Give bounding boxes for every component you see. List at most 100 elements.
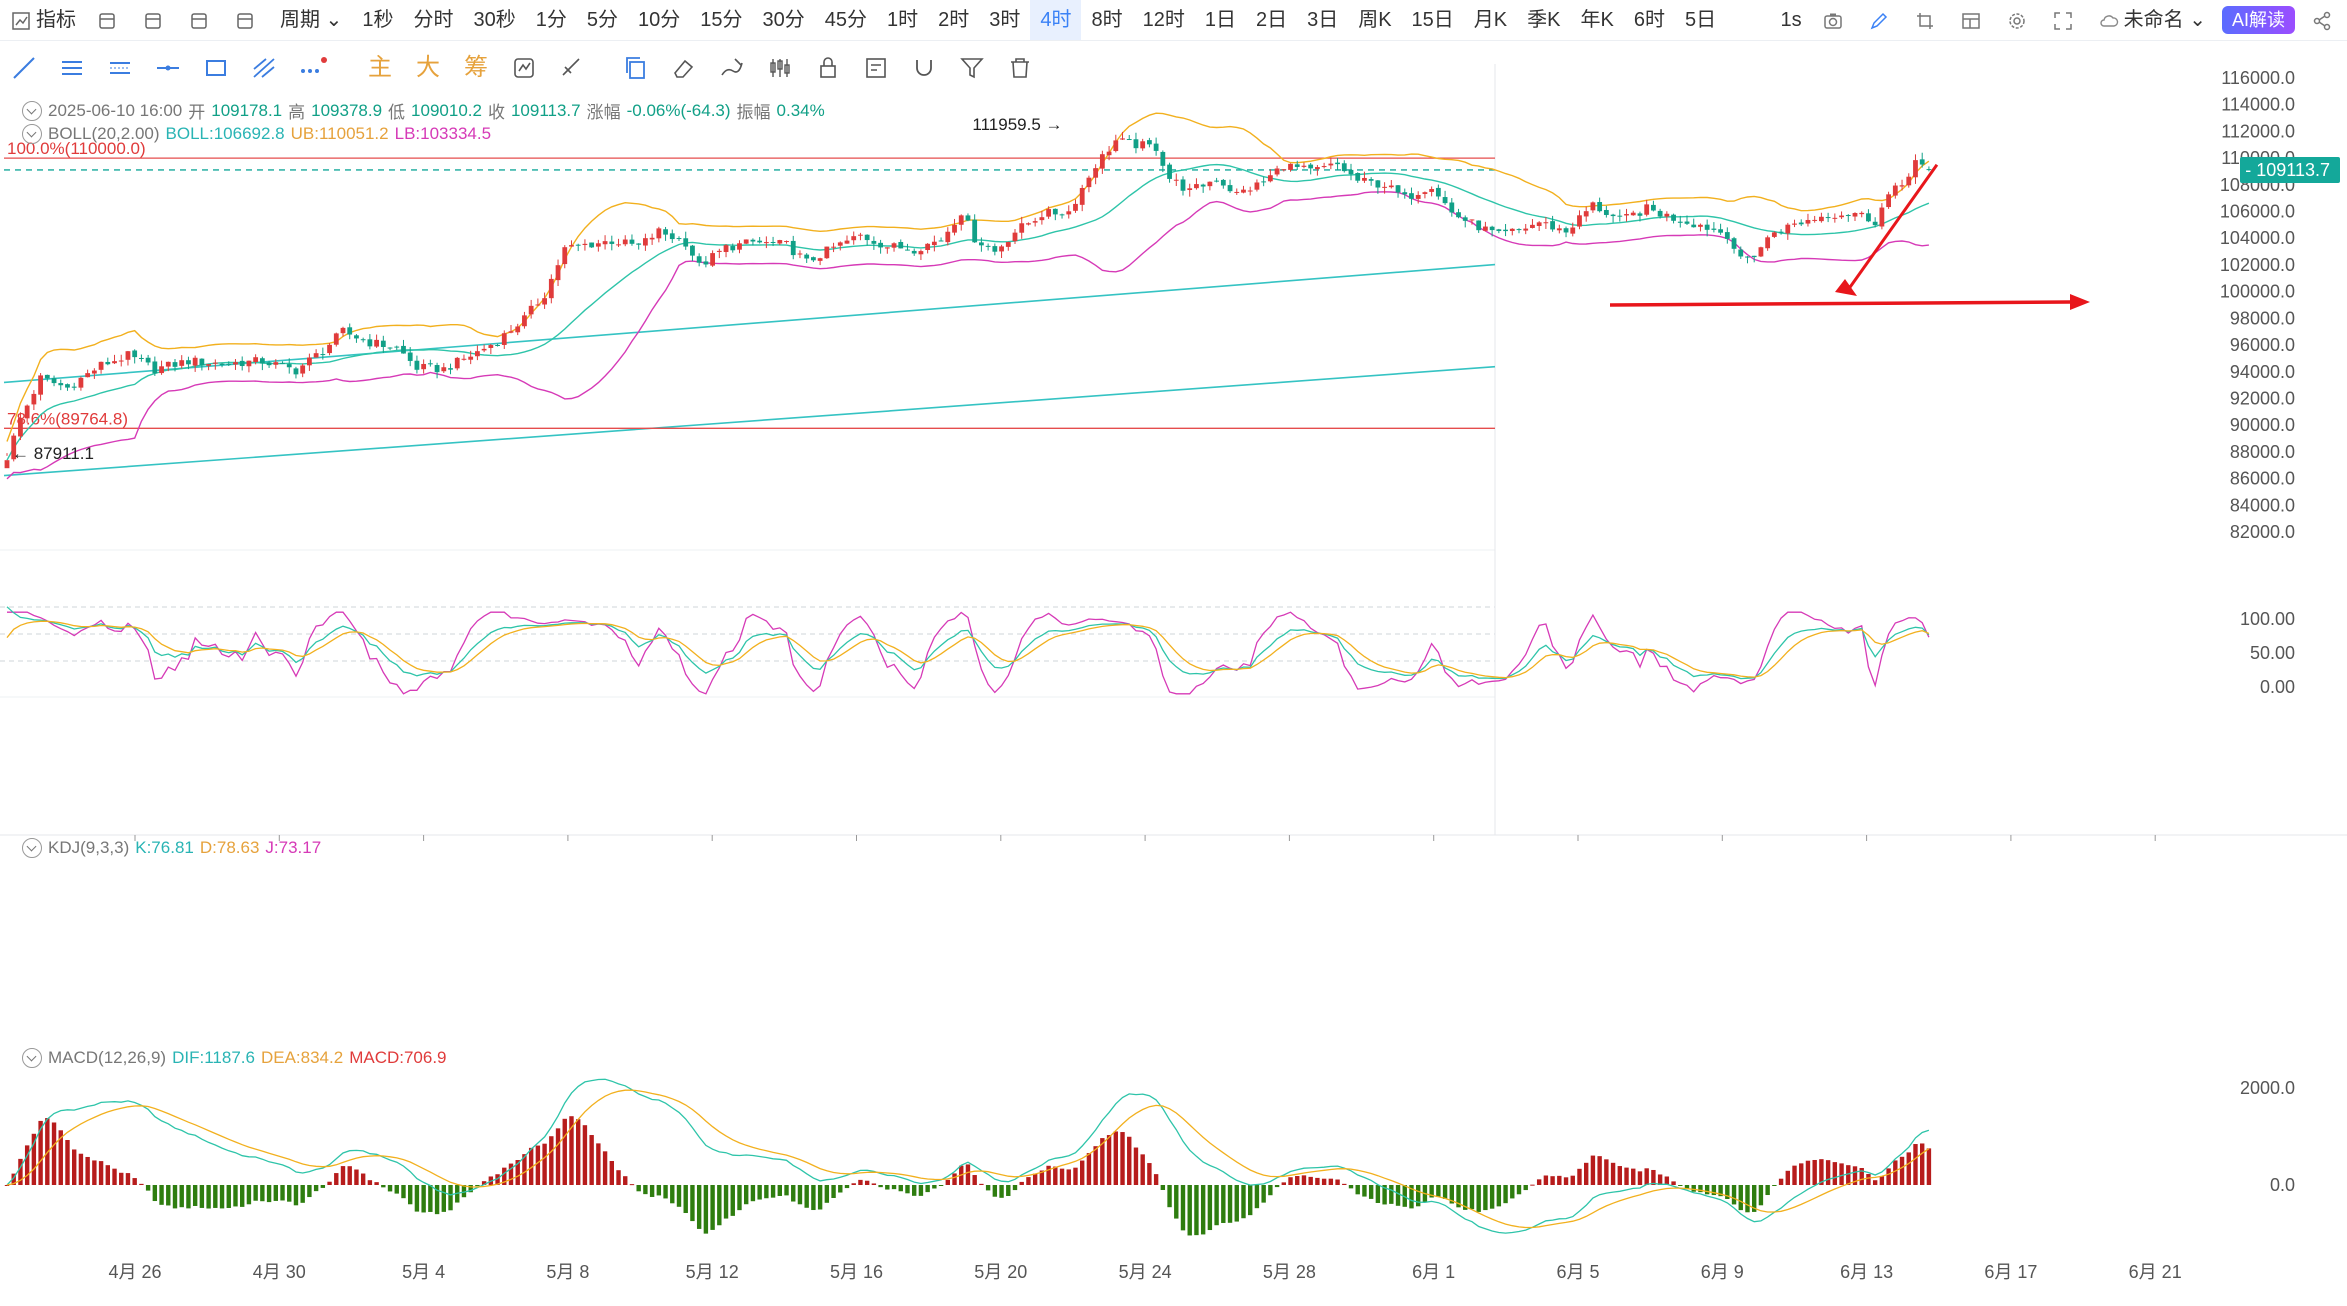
candle xyxy=(730,243,736,253)
trash-icon[interactable] xyxy=(996,44,1044,92)
compare-icon[interactable] xyxy=(500,44,548,92)
candle-body xyxy=(192,357,198,366)
candle-body xyxy=(858,234,863,236)
macd-bar xyxy=(192,1185,198,1206)
collapse-icon[interactable] xyxy=(22,1048,42,1068)
horizontal-line-tool-icon[interactable] xyxy=(144,44,192,92)
candle-settings-icon[interactable] xyxy=(756,44,804,92)
period-23[interactable]: 3日 xyxy=(1307,9,1339,31)
period-15[interactable]: 1时 xyxy=(886,9,919,31)
crop-icon[interactable] xyxy=(1904,0,1950,40)
period-20[interactable]: 12时 xyxy=(1142,9,1185,31)
parallel-lines-tool-icon[interactable] xyxy=(48,44,96,92)
period-16[interactable]: 2时 xyxy=(938,9,970,31)
macd-bar xyxy=(1819,1159,1824,1185)
period-25[interactable]: 15日 xyxy=(1411,9,1454,31)
channel-tool-icon[interactable] xyxy=(96,44,144,92)
period-11[interactable]: 10分 xyxy=(637,9,681,31)
period-24[interactable]: 周K xyxy=(1358,9,1392,31)
candle-body xyxy=(582,243,588,245)
period-19[interactable]: 8时 xyxy=(1091,9,1123,31)
filter-icon[interactable] xyxy=(948,44,996,92)
period-7[interactable]: 分时 xyxy=(413,9,454,31)
period-22[interactable]: 2日 xyxy=(1255,9,1288,31)
trendline-tool-icon[interactable] xyxy=(0,44,48,92)
macd-bar xyxy=(764,1185,769,1199)
collapse-icon[interactable] xyxy=(22,124,42,144)
layout-grid-icon[interactable] xyxy=(132,0,178,40)
macd-bar xyxy=(670,1185,675,1204)
note-icon[interactable] xyxy=(852,44,900,92)
macd-name[interactable]: MACD(12,26,9) xyxy=(48,1048,167,1067)
period-27[interactable]: 季K xyxy=(1527,9,1561,31)
chart-type-icon[interactable] xyxy=(224,0,270,40)
lock-icon[interactable] xyxy=(804,44,852,92)
period-29[interactable]: 6时 xyxy=(1633,9,1665,31)
candle xyxy=(1019,216,1025,239)
share-icon[interactable] xyxy=(2301,0,2347,40)
macd-bar xyxy=(737,1185,742,1211)
candle xyxy=(414,355,420,374)
layout-icon[interactable] xyxy=(1950,0,1996,40)
macd-bar xyxy=(891,1185,897,1190)
period-14[interactable]: 45分 xyxy=(824,9,867,31)
candle xyxy=(1429,186,1435,197)
pen-icon[interactable] xyxy=(1858,0,1904,40)
candle-body xyxy=(1052,208,1058,215)
camera-icon[interactable] xyxy=(1812,0,1858,40)
candle xyxy=(31,390,37,411)
interval-selector[interactable]: 1s xyxy=(1780,9,1802,31)
period-6[interactable]: 1秒 xyxy=(362,9,394,31)
layout-name-dropdown[interactable]: 未命名 ⌄ xyxy=(2088,0,2216,40)
more-tools-icon[interactable] xyxy=(288,44,336,92)
period-17[interactable]: 3时 xyxy=(989,9,1021,31)
chip-toggle[interactable]: 筹 xyxy=(464,54,488,81)
period-18[interactable]: 4时 xyxy=(1030,0,1082,40)
period-28[interactable]: 年K xyxy=(1580,9,1614,31)
eraser-icon[interactable] xyxy=(660,44,708,92)
ai-interpret-button[interactable]: AI解读 xyxy=(2221,6,2295,34)
indicator-button[interactable]: 指标 xyxy=(0,0,86,40)
period-8[interactable]: 30秒 xyxy=(473,9,516,31)
macd-bar xyxy=(838,1185,843,1193)
candle xyxy=(307,353,312,371)
kdj-k: K:76.81 xyxy=(135,838,194,857)
period-26[interactable]: 月K xyxy=(1473,9,1508,31)
period-12[interactable]: 15分 xyxy=(700,9,743,31)
big-order-toggle[interactable]: 大 xyxy=(416,54,440,81)
rewind-icon[interactable] xyxy=(178,0,224,40)
macd-bar xyxy=(770,1185,776,1198)
gear-icon[interactable] xyxy=(1996,0,2042,40)
candle xyxy=(1469,219,1475,225)
period-dropdown[interactable]: 周期 ⌄ xyxy=(280,9,343,31)
collapse-icon[interactable] xyxy=(22,100,42,121)
rectangle-tool-icon[interactable] xyxy=(192,44,240,92)
fullscreen-icon[interactable] xyxy=(2042,0,2088,40)
macd-bar xyxy=(280,1185,285,1201)
period-10[interactable]: 5分 xyxy=(586,9,618,31)
kdj-name[interactable]: KDJ(9,3,3) xyxy=(48,838,130,857)
fib-tool-icon[interactable] xyxy=(240,44,288,92)
macd-bar xyxy=(1100,1138,1105,1185)
brush-icon[interactable] xyxy=(708,44,756,92)
measure-icon[interactable] xyxy=(548,44,596,92)
period-30[interactable]: 5日 xyxy=(1684,9,1717,31)
macd-bar xyxy=(206,1185,211,1209)
boll-name[interactable]: BOLL(20,2.00) xyxy=(48,124,160,143)
macd-bar xyxy=(1093,1146,1098,1185)
candle xyxy=(1523,223,1529,235)
candle-body xyxy=(1180,179,1186,191)
period-9[interactable]: 1分 xyxy=(535,9,567,31)
candle-body xyxy=(1355,172,1361,181)
collapse-icon[interactable] xyxy=(22,838,42,858)
copy-icon[interactable] xyxy=(612,44,660,92)
macd-bar xyxy=(1550,1176,1555,1185)
calendar-icon[interactable] xyxy=(86,0,132,40)
macd-dif: DIF:1187.6 xyxy=(172,1048,255,1067)
candle-body xyxy=(1899,185,1905,187)
period-13[interactable]: 30分 xyxy=(762,9,805,31)
period-21[interactable]: 1日 xyxy=(1204,9,1236,31)
magnet-icon[interactable] xyxy=(900,44,948,92)
main-chart-toggle[interactable]: 主 xyxy=(368,54,392,81)
